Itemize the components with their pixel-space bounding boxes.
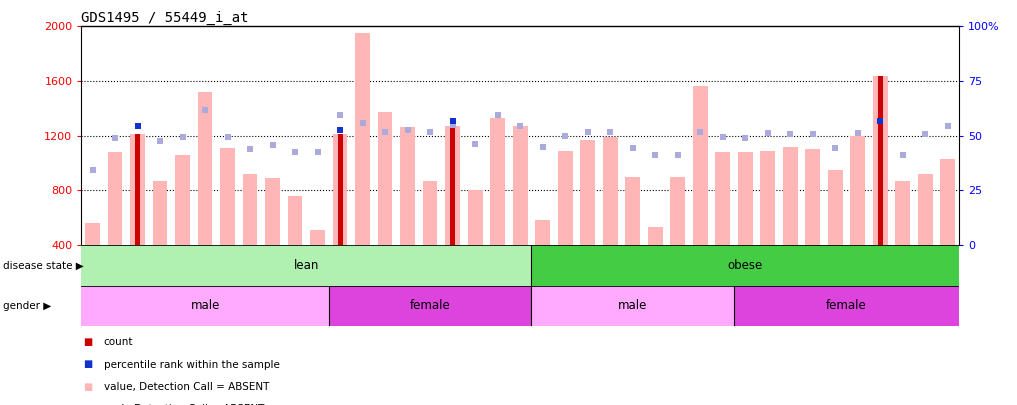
Bar [648,227,662,245]
Bar [328,286,532,326]
Bar [468,190,482,245]
Bar [532,245,959,286]
Bar [941,159,955,245]
Bar [451,126,455,245]
Bar [761,151,775,245]
Bar [738,152,753,245]
Text: rank, Detection Call = ABSENT: rank, Detection Call = ABSENT [104,404,264,405]
Bar [805,149,820,245]
Text: disease state ▶: disease state ▶ [3,260,83,270]
Bar [355,33,370,245]
Bar [338,134,343,245]
Bar [243,174,257,245]
Text: ■: ■ [83,404,93,405]
Bar [221,148,235,245]
Bar [130,134,145,245]
Bar [265,178,280,245]
Text: ■: ■ [83,360,93,369]
Bar [625,177,640,245]
Bar [175,155,190,245]
Bar [558,151,573,245]
Text: female: female [410,299,451,312]
Bar [81,245,532,286]
Bar [81,286,328,326]
Bar [783,147,797,245]
Text: ■: ■ [83,337,93,347]
Bar [532,286,734,326]
Bar [513,126,528,245]
Bar [85,223,100,245]
Text: gender ▶: gender ▶ [3,301,51,311]
Bar [445,126,460,245]
Bar [873,75,888,245]
Bar [108,152,122,245]
Bar [581,140,595,245]
Bar [715,152,730,245]
Bar [333,134,348,245]
Bar [490,118,505,245]
Text: value, Detection Call = ABSENT: value, Detection Call = ABSENT [104,382,270,392]
Bar [895,181,910,245]
Bar [918,174,933,245]
Text: GDS1495 / 55449_i_at: GDS1495 / 55449_i_at [81,11,249,25]
Bar [423,181,437,245]
Text: male: male [618,299,648,312]
Bar [153,181,168,245]
Text: count: count [104,337,133,347]
Bar [603,137,617,245]
Bar [670,177,685,245]
Text: percentile rank within the sample: percentile rank within the sample [104,360,280,369]
Bar [878,75,883,245]
Text: obese: obese [727,259,763,272]
Bar [693,86,708,245]
Bar [310,230,325,245]
Bar [198,92,213,245]
Bar [535,220,550,245]
Bar [850,136,865,245]
Bar [401,128,415,245]
Text: ■: ■ [83,382,93,392]
Bar [828,170,842,245]
Text: female: female [826,299,866,312]
Bar [135,134,140,245]
Bar [734,286,959,326]
Bar [288,196,302,245]
Text: male: male [190,299,220,312]
Bar [378,113,393,245]
Text: lean: lean [294,259,319,272]
